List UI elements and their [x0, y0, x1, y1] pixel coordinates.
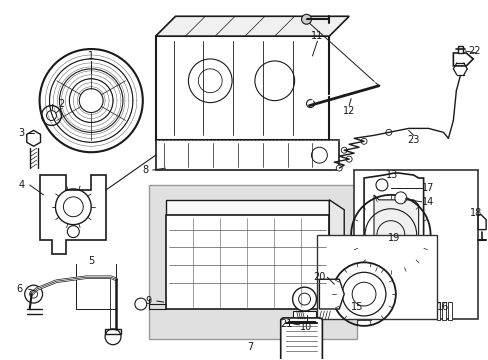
Text: 13: 13 [385, 170, 397, 180]
Polygon shape [40, 175, 106, 255]
Bar [353, 170, 477, 319]
Polygon shape [364, 173, 423, 284]
Circle shape [346, 156, 351, 162]
Text: 8: 8 [142, 165, 148, 175]
Polygon shape [155, 16, 348, 36]
Text: 3: 3 [19, 129, 25, 138]
Text: 1: 1 [88, 51, 94, 61]
Polygon shape [165, 215, 328, 309]
Text: 4: 4 [19, 180, 25, 190]
Polygon shape [155, 36, 328, 140]
Text: 20: 20 [313, 272, 325, 282]
Bar [356, 302, 360, 320]
Bar [442, 302, 446, 320]
Bar [148, 185, 356, 339]
Circle shape [67, 226, 79, 238]
Text: 16: 16 [436, 302, 448, 312]
Text: 12: 12 [342, 105, 355, 116]
Bar [317, 235, 436, 319]
Text: 6: 6 [17, 284, 23, 294]
Circle shape [336, 165, 342, 171]
Text: 7: 7 [246, 342, 253, 352]
Bar [447, 302, 451, 320]
Polygon shape [105, 329, 121, 334]
Polygon shape [328, 200, 344, 309]
Text: 23: 23 [407, 135, 419, 145]
Text: 9: 9 [145, 296, 151, 306]
Polygon shape [457, 46, 462, 53]
Circle shape [292, 287, 316, 311]
Polygon shape [373, 195, 418, 284]
Polygon shape [477, 215, 485, 230]
Circle shape [394, 192, 406, 204]
Text: 21: 21 [280, 319, 292, 329]
Bar [366, 302, 370, 320]
Text: 14: 14 [422, 197, 434, 207]
Text: 22: 22 [467, 46, 480, 56]
Circle shape [375, 179, 387, 191]
Bar [361, 302, 366, 320]
Circle shape [385, 129, 391, 135]
Bar [436, 302, 440, 320]
Text: 18: 18 [469, 208, 481, 218]
Circle shape [341, 147, 346, 153]
Circle shape [301, 14, 311, 24]
Polygon shape [292, 311, 316, 324]
Circle shape [360, 138, 366, 144]
Polygon shape [155, 140, 339, 170]
Text: 2: 2 [58, 99, 64, 109]
Text: 19: 19 [387, 233, 399, 243]
Polygon shape [452, 53, 472, 66]
Polygon shape [319, 279, 344, 309]
Text: 17: 17 [422, 183, 434, 193]
Text: 15: 15 [350, 302, 363, 312]
Text: 11: 11 [311, 31, 323, 41]
Text: 10: 10 [300, 322, 312, 332]
FancyBboxPatch shape [280, 318, 322, 360]
Polygon shape [165, 200, 328, 215]
Text: 5: 5 [88, 256, 94, 266]
Circle shape [306, 100, 314, 108]
